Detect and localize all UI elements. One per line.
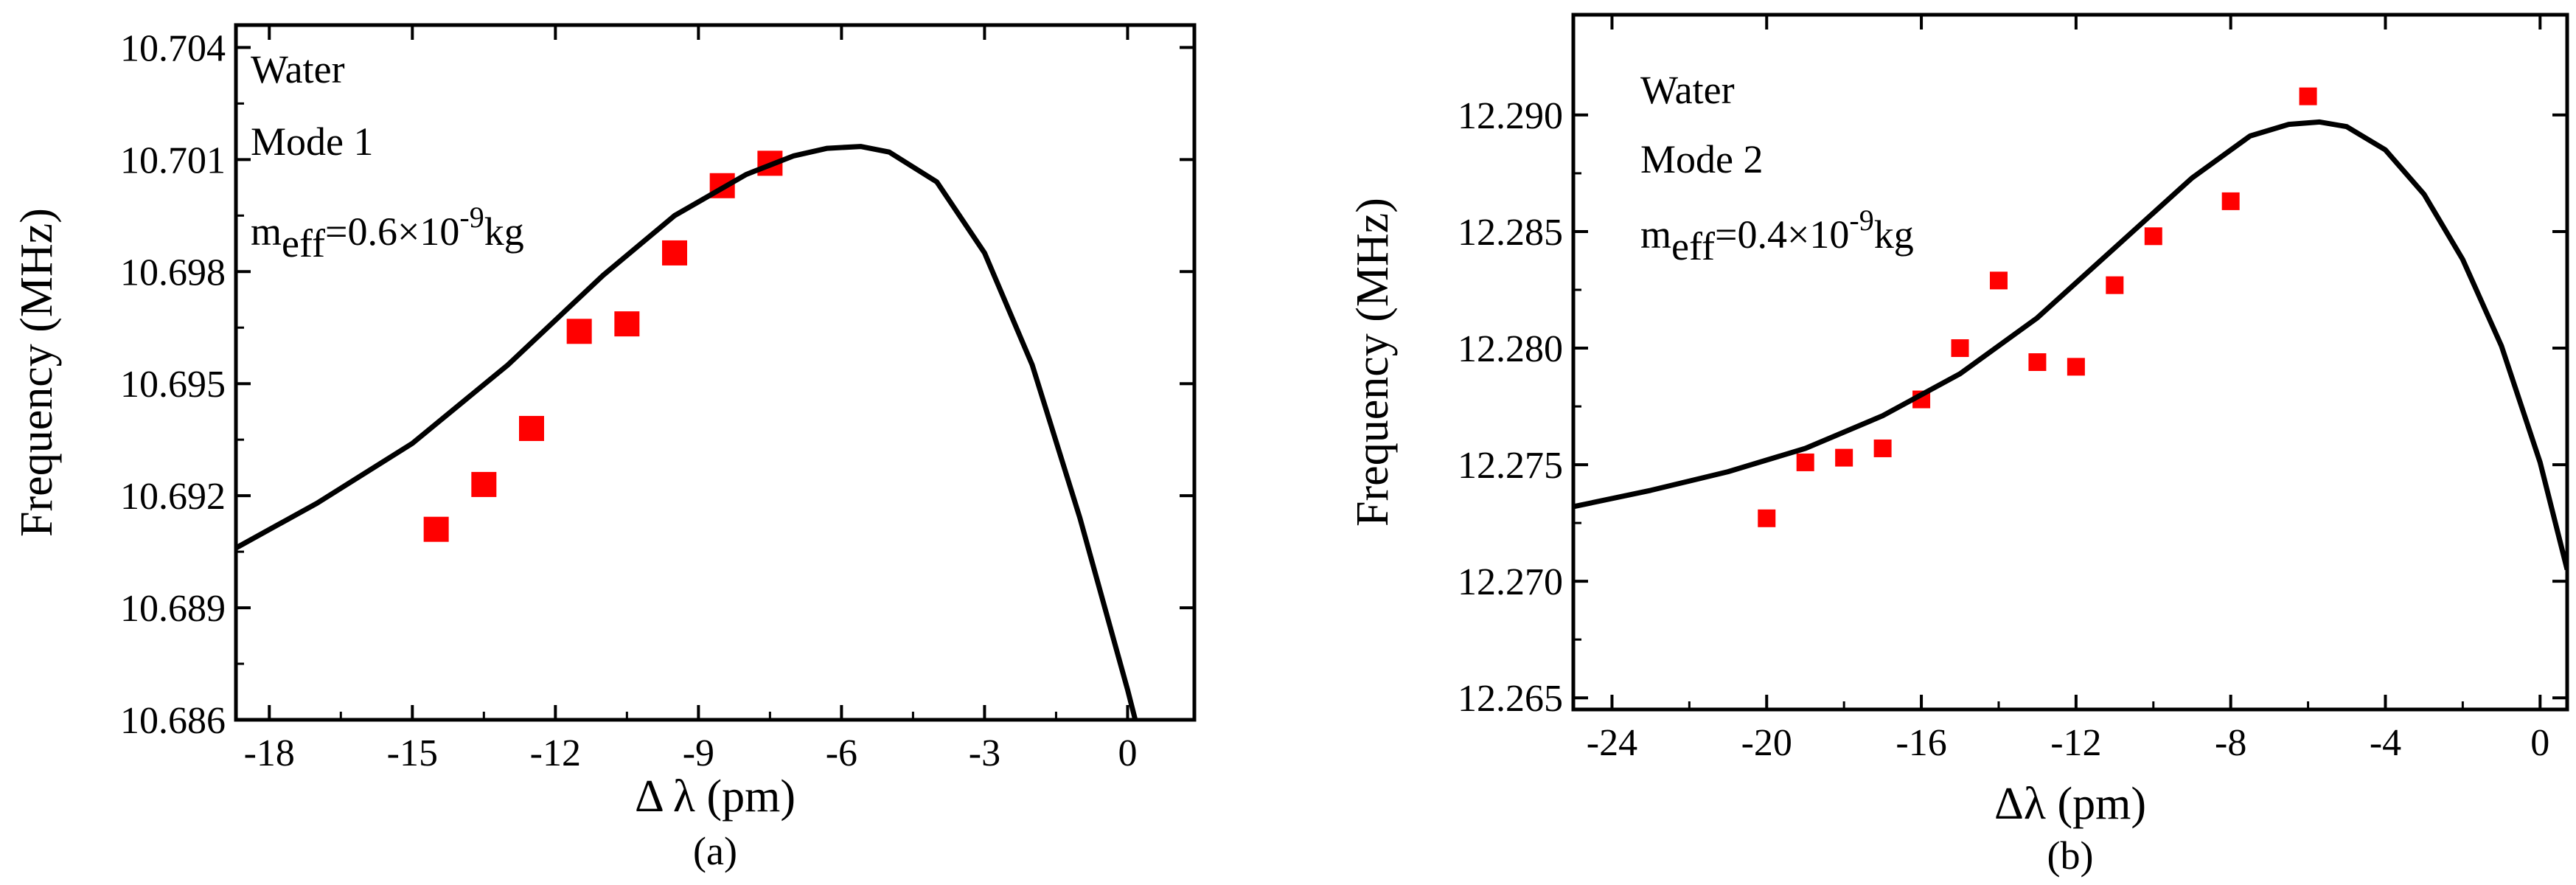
y-axis-title: Frequency (MHz) bbox=[1348, 198, 1398, 527]
x-tick-label: -3 bbox=[969, 732, 1000, 774]
y-tick-label: 12.285 bbox=[1458, 212, 1563, 254]
x-tick-label: 0 bbox=[1118, 732, 1137, 774]
meff-sup: -9 bbox=[1849, 204, 1873, 237]
y-tick-label: 10.704 bbox=[120, 27, 226, 69]
data-point bbox=[2144, 227, 2162, 246]
y-tick-label: 12.275 bbox=[1458, 445, 1563, 487]
x-axis-title: Δ λ (pm) bbox=[635, 771, 796, 822]
x-tick-label: 0 bbox=[2530, 722, 2549, 764]
data-point bbox=[2299, 87, 2317, 105]
x-tick-label: -12 bbox=[2050, 722, 2101, 764]
data-point bbox=[423, 516, 449, 542]
y-tick-label: 12.265 bbox=[1458, 678, 1563, 720]
annotation-medium: Water bbox=[251, 47, 345, 91]
panel-label: (b) bbox=[2047, 833, 2094, 878]
data-point bbox=[662, 240, 688, 266]
fit-curve bbox=[236, 144, 1138, 720]
plot-frame bbox=[234, 23, 1197, 722]
meff-mid: =0.6×10 bbox=[325, 209, 459, 254]
x-tick-label: -24 bbox=[1587, 722, 1637, 764]
data-point bbox=[1989, 271, 2008, 290]
x-tick-label: -20 bbox=[1741, 722, 1792, 764]
data-point bbox=[1873, 439, 1892, 457]
x-tick-label: -4 bbox=[2370, 722, 2401, 764]
data-point bbox=[2221, 192, 2240, 210]
data-point bbox=[471, 471, 497, 497]
x-tick-label: -8 bbox=[2215, 722, 2246, 764]
x-tick-label: -9 bbox=[683, 732, 714, 774]
fit-curve bbox=[1573, 119, 2567, 571]
y-axis-title: Frequency (MHz) bbox=[12, 208, 62, 537]
data-point bbox=[518, 415, 544, 441]
data-point bbox=[566, 319, 592, 344]
data-point bbox=[614, 311, 640, 337]
y-tick-label: 10.695 bbox=[120, 364, 226, 406]
meff-sub: eff bbox=[1671, 224, 1715, 268]
y-tick-label: 10.689 bbox=[120, 588, 226, 630]
x-tick-label: -16 bbox=[1896, 722, 1946, 764]
data-point bbox=[1951, 339, 1969, 358]
y-tick-label: 12.270 bbox=[1458, 561, 1563, 603]
annotation-medium: Water bbox=[1640, 68, 1735, 112]
data-point bbox=[1796, 453, 1814, 471]
annotation-effective-mass: meff=0.4×10-9kg bbox=[1640, 204, 1914, 268]
annotation-mode: Mode 1 bbox=[251, 119, 373, 164]
x-tick-label: -18 bbox=[244, 732, 295, 774]
y-tick-label: 12.290 bbox=[1458, 95, 1563, 137]
plot-frame bbox=[1571, 13, 2569, 712]
data-point bbox=[2028, 353, 2047, 371]
data-point bbox=[2067, 358, 2085, 376]
data-point bbox=[1758, 509, 1776, 527]
meff-suffix: kg bbox=[484, 209, 524, 254]
y-tick-label: 10.701 bbox=[120, 139, 226, 181]
panel-b: -24 -20 -16 -12 -8 -4 0 12.265 12.270 12.275 12.28… bbox=[1348, 13, 2569, 878]
annotation-mode: Mode 2 bbox=[1640, 137, 1763, 181]
panel-label: (a) bbox=[693, 829, 737, 873]
y-tick-label: 10.698 bbox=[120, 251, 226, 294]
annotation-effective-mass: meff=0.6×10-9kg bbox=[251, 201, 524, 266]
panel-a: -18 -15 -12 -9 -6 -3 0 10.686 10.689 10.692 10.695… bbox=[12, 23, 1197, 873]
meff-prefix: m bbox=[1640, 212, 1671, 257]
x-tick-label: -15 bbox=[387, 732, 438, 774]
meff-suffix: kg bbox=[1874, 212, 1914, 257]
data-point bbox=[1835, 448, 1853, 467]
meff-prefix: m bbox=[251, 209, 282, 254]
meff-sub: eff bbox=[282, 221, 325, 266]
x-tick-label: -6 bbox=[826, 732, 857, 774]
meff-sup: -9 bbox=[459, 201, 484, 234]
x-axis-title: Δλ (pm) bbox=[1994, 779, 2146, 829]
data-point bbox=[2106, 276, 2124, 294]
meff-mid: =0.4×10 bbox=[1715, 212, 1849, 257]
y-tick-label: 12.280 bbox=[1458, 328, 1563, 370]
y-tick-label: 10.686 bbox=[120, 700, 226, 742]
x-tick-label: -12 bbox=[530, 732, 581, 774]
y-tick-label: 10.692 bbox=[120, 476, 226, 518]
